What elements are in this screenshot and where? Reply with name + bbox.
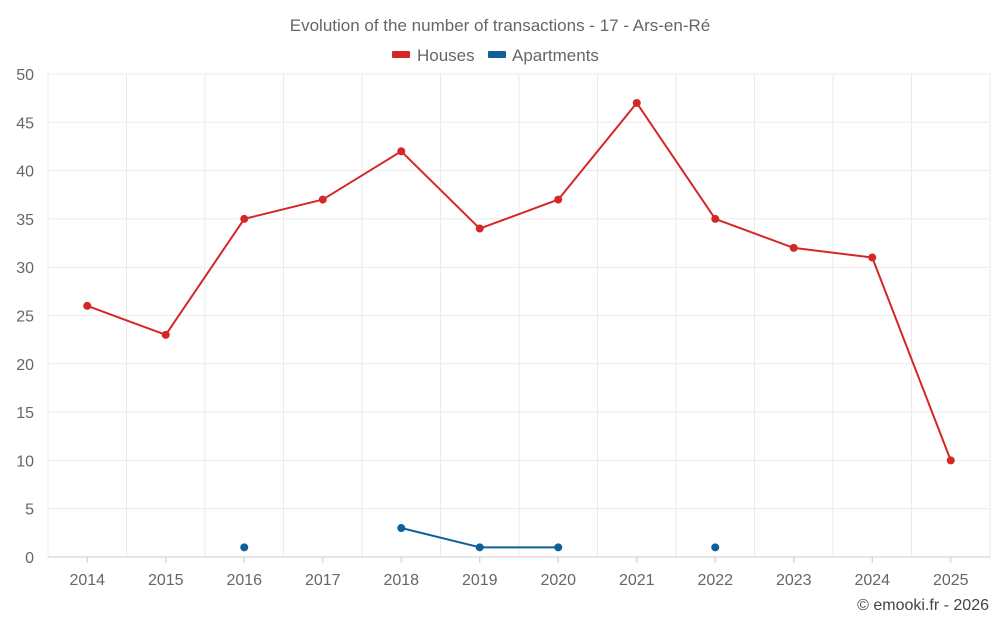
y-tick-label: 50 (16, 67, 34, 84)
series-apartments (240, 524, 720, 552)
data-point-apartments-2016[interactable] (240, 543, 249, 552)
series-line-segment-houses (243, 198, 324, 220)
data-point-apartments-2020[interactable] (554, 543, 563, 552)
series-line-segment-houses (164, 217, 246, 336)
data-point-houses-2024[interactable] (868, 253, 877, 262)
x-tick-label: 2024 (854, 572, 890, 589)
y-tick-label: 30 (16, 260, 34, 277)
y-tick-label: 15 (16, 405, 34, 422)
legend-label-apartments: Apartments (512, 46, 599, 65)
x-tick-label: 2015 (148, 572, 184, 589)
series-line-segment-houses (635, 101, 717, 220)
credit-text: © emooki.fr - 2026 (857, 597, 989, 614)
x-tick-label: 2019 (462, 572, 498, 589)
legend-item-houses[interactable]: Houses (392, 46, 475, 65)
data-point-houses-2017[interactable] (318, 195, 327, 204)
x-tick-label: 2016 (226, 572, 262, 589)
data-point-houses-2016[interactable] (240, 214, 249, 223)
legend-label-houses: Houses (417, 46, 475, 65)
x-tick-label: 2018 (383, 572, 419, 589)
y-tick-label: 40 (16, 164, 34, 181)
series-line-segment-houses (478, 198, 560, 230)
series-line-segment-houses (321, 150, 403, 201)
y-tick-label: 45 (16, 115, 34, 132)
legend-swatch-apartments (488, 51, 506, 58)
data-point-houses-2022[interactable] (711, 214, 720, 223)
legend-item-apartments[interactable]: Apartments (488, 46, 599, 65)
series-houses (83, 98, 955, 465)
legend: Houses Apartments (392, 46, 599, 65)
series-line-segment-houses (714, 217, 795, 249)
data-point-houses-2021[interactable] (632, 98, 641, 107)
x-tick-label: 2021 (619, 572, 655, 589)
y-tick-label: 0 (25, 550, 34, 567)
y-tick-label: 25 (16, 309, 34, 326)
data-point-houses-2018[interactable] (397, 147, 406, 156)
data-point-apartments-2022[interactable] (711, 543, 720, 552)
series-line-segment-houses (557, 101, 638, 201)
y-tick-label: 20 (16, 357, 34, 374)
y-tick-label: 5 (25, 502, 34, 519)
chart-title: Evolution of the number of transactions … (290, 16, 710, 35)
series-line-segment-houses (86, 304, 167, 336)
series (83, 98, 955, 552)
x-tick-label: 2023 (776, 572, 812, 589)
series-line-segment-houses (792, 246, 874, 259)
grid (47, 73, 991, 558)
x-axis-ticks: 2014 2015 2016 2017 2018 2019 2020 2021 2022 2023… (69, 557, 969, 589)
data-point-apartments-2018[interactable] (397, 524, 406, 533)
x-tick-label: 2022 (697, 572, 733, 589)
legend-swatch-houses (392, 51, 410, 58)
data-point-houses-2015[interactable] (161, 330, 170, 339)
data-point-houses-2020[interactable] (554, 195, 563, 204)
data-point-houses-2019[interactable] (475, 224, 484, 233)
data-point-houses-2023[interactable] (789, 243, 798, 252)
data-point-apartments-2019[interactable] (475, 543, 484, 552)
series-line-segment-houses (871, 256, 952, 462)
x-tick-label: 2025 (933, 572, 969, 589)
series-line-segment-houses (400, 150, 481, 230)
y-axis-ticks: 0 5 10 15 20 25 30 35 40 45 50 (16, 67, 34, 567)
series-line-segment-apartments (400, 527, 481, 549)
y-tick-label: 10 (16, 453, 34, 470)
x-tick-label: 2017 (305, 572, 341, 589)
x-tick-label: 2020 (540, 572, 576, 589)
y-tick-label: 35 (16, 212, 34, 229)
data-point-houses-2014[interactable] (83, 301, 92, 310)
data-point-houses-2025[interactable] (946, 456, 955, 465)
x-tick-label: 2014 (69, 572, 105, 589)
